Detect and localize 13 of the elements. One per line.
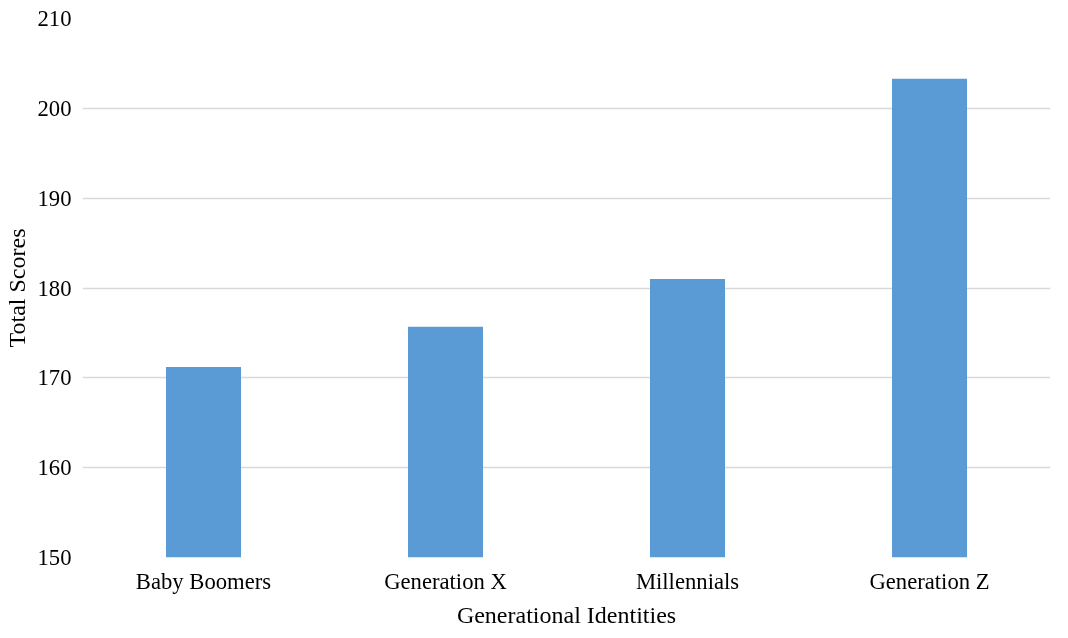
y-tick-label: 210 — [37, 6, 72, 31]
y-tick-label: 180 — [37, 275, 72, 301]
x-tick-label: Millennials — [635, 568, 740, 594]
y-axis-title: Total Scores — [3, 228, 30, 348]
y-tick-label: 170 — [37, 365, 72, 391]
x-tick-label: Generation Z — [869, 568, 990, 594]
y-tick-label: 150 — [37, 545, 72, 570]
x-tick-label: Baby Boomers — [135, 568, 272, 594]
x-tick-label: Generation X — [384, 568, 507, 594]
y-tick-label: 200 — [37, 95, 72, 121]
x-axis-title: Generational Identities — [456, 601, 677, 628]
y-tick-label: 190 — [37, 185, 72, 211]
y-tick-label: 160 — [37, 455, 72, 481]
